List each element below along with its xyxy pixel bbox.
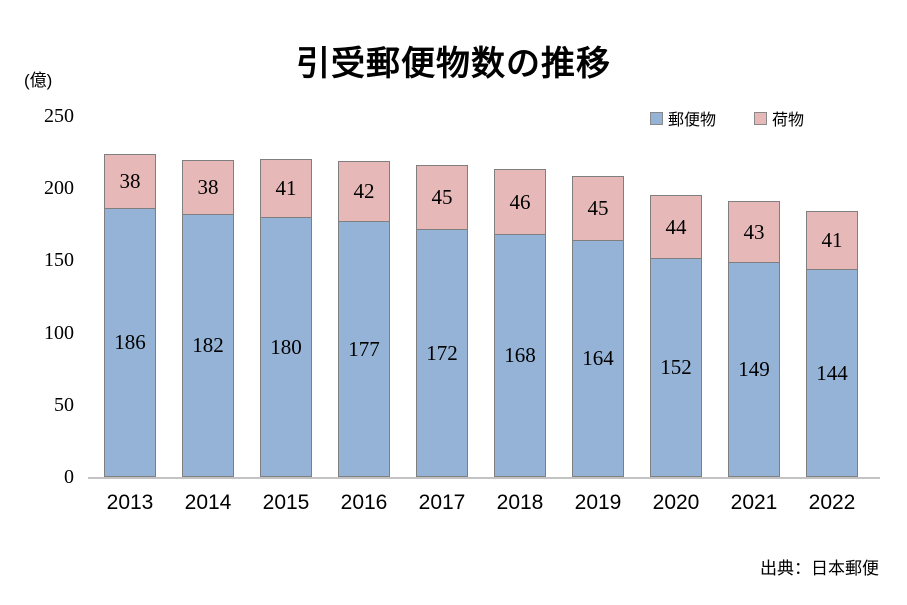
legend-swatch-mail xyxy=(650,111,663,125)
x-axis-tick-label: 2019 xyxy=(574,491,622,514)
bar-segment-mail: 172 xyxy=(416,229,468,477)
bar-group-2015: 41 180 xyxy=(260,159,312,477)
bar-value-label-mail: 144 xyxy=(816,360,848,385)
x-axis-tick-label: 2020 xyxy=(652,491,700,514)
legend-item-mail: 郵便物 xyxy=(650,106,716,130)
legend-swatch-parcel xyxy=(754,111,768,125)
bar-segment-mail: 152 xyxy=(650,258,702,477)
bar-value-label-parcel: 46 xyxy=(509,189,531,214)
bar-segment-mail: 164 xyxy=(572,240,624,477)
y-axis-tick-label: 50 xyxy=(54,393,74,416)
bar-group-2020: 44 152 xyxy=(650,195,702,477)
bar-group-2013: 38 186 xyxy=(104,154,156,477)
bar-segment-parcel: 45 xyxy=(572,176,624,241)
bar-segment-mail: 168 xyxy=(494,234,546,477)
bar-value-label-mail: 152 xyxy=(660,355,692,379)
bar-segment-parcel: 38 xyxy=(182,160,234,215)
bar-segment-parcel: 41 xyxy=(260,159,312,218)
bar-value-label-parcel: 45 xyxy=(587,196,609,220)
bar-segment-mail: 182 xyxy=(182,214,234,477)
bar-segment-mail: 186 xyxy=(104,208,156,477)
x-axis-tick-label: 2015 xyxy=(262,491,310,514)
bar-value-label-parcel: 38 xyxy=(119,169,141,193)
bar-value-label-mail: 180 xyxy=(270,334,302,359)
bar-value-label-mail: 168 xyxy=(504,343,536,367)
bar-group-2021: 43 149 xyxy=(728,201,780,477)
y-axis-tick-label: 100 xyxy=(44,321,74,344)
bar-segment-mail: 144 xyxy=(806,269,858,477)
bar-value-label-parcel: 45 xyxy=(431,185,453,209)
legend-label-parcel: 荷物 xyxy=(772,112,805,129)
bar-segment-parcel: 42 xyxy=(338,161,390,222)
y-axis-tick-label: 250 xyxy=(44,105,74,127)
bar-group-2022: 41 144 xyxy=(806,211,858,477)
bar-segment-parcel: 44 xyxy=(650,195,702,259)
y-axis-unit-label: (億) xyxy=(24,71,53,90)
bar-group-2017: 45 172 xyxy=(416,165,468,477)
y-axis-tick-label: 150 xyxy=(44,249,74,272)
bar-value-label-mail: 186 xyxy=(114,330,146,354)
bar-value-label-mail: 164 xyxy=(582,346,614,370)
bar-segment-mail: 180 xyxy=(260,217,312,477)
bar-value-label-mail: 182 xyxy=(192,333,224,357)
plot-area: 38 186 38 182 41 180 42 177 45 172 46 168 45 164 44 152… xyxy=(88,116,880,479)
x-axis-tick-label: 2016 xyxy=(340,491,388,514)
bar-segment-parcel: 45 xyxy=(416,165,468,230)
bar-group-2019: 45 164 xyxy=(572,176,624,477)
bar-value-label-parcel: 43 xyxy=(743,219,765,244)
x-axis-tick-label: 2021 xyxy=(730,491,778,514)
bar-value-label-mail: 172 xyxy=(426,340,458,365)
chart-title: 引受郵便物数の推移 xyxy=(296,45,611,83)
legend: 郵便物 荷物 xyxy=(650,106,804,130)
bar-segment-parcel: 43 xyxy=(728,201,780,263)
x-axis-tick-label: 2017 xyxy=(418,491,466,514)
bar-group-2014: 38 182 xyxy=(182,160,234,477)
y-axis-tick-label: 0 xyxy=(64,466,74,488)
bar-value-label-parcel: 41 xyxy=(821,228,843,252)
x-axis-tick-label: 2022 xyxy=(808,491,856,514)
bar-group-2018: 46 168 xyxy=(494,169,546,477)
bar-group-2016: 42 177 xyxy=(338,161,390,477)
bar-segment-mail: 149 xyxy=(728,262,780,477)
legend-label-mail: 郵便物 xyxy=(668,112,717,129)
y-axis-tick-label: 200 xyxy=(44,177,74,200)
bar-value-label-parcel: 44 xyxy=(665,214,687,239)
bar-segment-mail: 177 xyxy=(338,221,390,477)
x-axis-tick-label: 2013 xyxy=(106,491,154,514)
bar-segment-parcel: 46 xyxy=(494,169,546,235)
x-axis-tick-label: 2018 xyxy=(496,491,544,514)
source-note: 出典：日本郵便 xyxy=(760,559,879,578)
bar-segment-parcel: 38 xyxy=(104,154,156,209)
bar-value-label-mail: 177 xyxy=(348,336,380,361)
bar-value-label-mail: 149 xyxy=(738,357,770,381)
bar-segment-parcel: 41 xyxy=(806,211,858,270)
x-axis-tick-label: 2014 xyxy=(184,491,232,514)
bar-value-label-parcel: 42 xyxy=(353,179,375,203)
bar-value-label-parcel: 38 xyxy=(197,175,219,199)
bar-value-label-parcel: 41 xyxy=(275,176,297,200)
legend-item-parcel: 荷物 xyxy=(754,106,804,130)
